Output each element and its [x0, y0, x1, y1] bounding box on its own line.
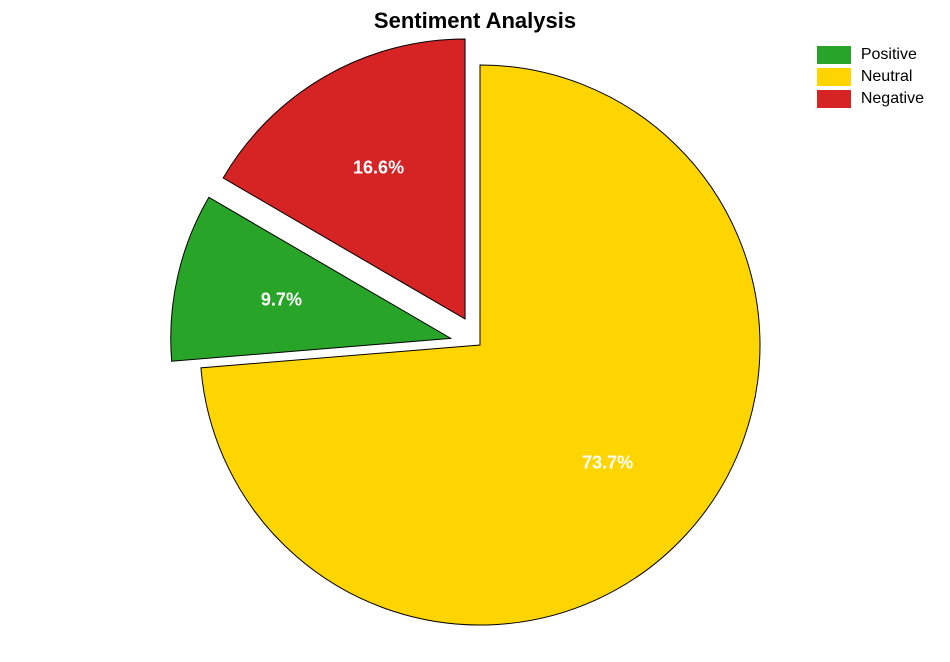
legend-item-negative: Negative [817, 90, 924, 108]
legend-label-neutral: Neutral [861, 68, 913, 86]
legend: Positive Neutral Negative [817, 46, 924, 112]
legend-item-positive: Positive [817, 46, 924, 64]
legend-swatch-positive [817, 46, 851, 64]
pie-chart-svg [0, 0, 950, 662]
legend-label-positive: Positive [861, 46, 917, 64]
slice-label-positive: 9.7% [261, 289, 302, 310]
legend-item-neutral: Neutral [817, 68, 924, 86]
slice-label-negative: 16.6% [353, 158, 404, 179]
slice-label-neutral: 73.7% [582, 452, 633, 473]
chart-container: Sentiment Analysis 73.7%9.7%16.6% Positi… [0, 0, 950, 662]
pie-slices [171, 39, 760, 625]
legend-swatch-neutral [817, 68, 851, 86]
legend-label-negative: Negative [861, 90, 924, 108]
legend-swatch-negative [817, 90, 851, 108]
